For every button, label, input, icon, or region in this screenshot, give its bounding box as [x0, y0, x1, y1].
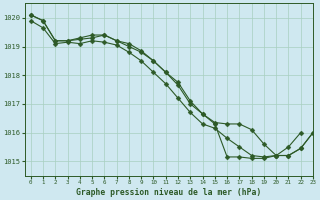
X-axis label: Graphe pression niveau de la mer (hPa): Graphe pression niveau de la mer (hPa): [76, 188, 261, 197]
